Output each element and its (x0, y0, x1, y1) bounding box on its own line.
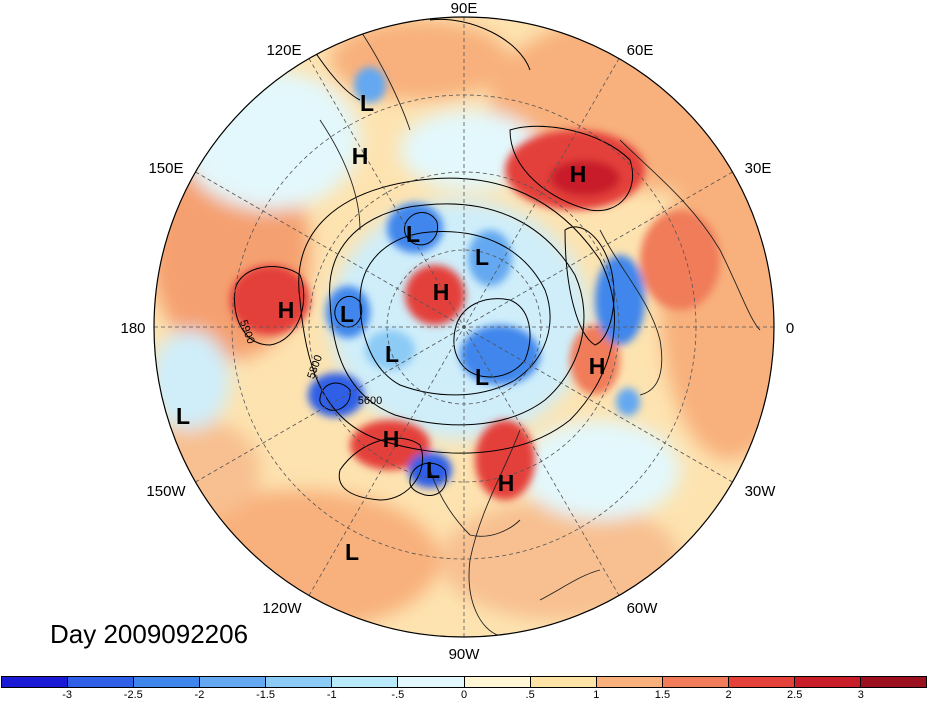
high-center-marker: H (589, 353, 606, 379)
lon-label-120w: 120W (262, 600, 302, 617)
colorbar-tick-labels: -3 -2.5 -2 -1.5 -1 -.5 0 .5 1 1.5 2 2.5 3 (0, 689, 928, 703)
high-center-marker: H (433, 279, 450, 305)
date-label: Day 2009092206 (50, 619, 249, 649)
colorbar-swatch (530, 677, 597, 687)
high-center-marker: H (352, 143, 369, 169)
map-boundary (153, 16, 775, 638)
colorbar-swatch (794, 677, 862, 687)
low-center-marker: L (345, 539, 359, 565)
lon-label-60w: 60W (627, 600, 659, 617)
colorbar-tick-label: -1.5 (256, 689, 276, 701)
colorbar-swatch (596, 677, 663, 687)
coastlines (319, 29, 761, 637)
high-center-marker: H (570, 161, 587, 187)
colorbar-tick-label: 2.5 (787, 689, 803, 701)
colorbar-swatch (662, 677, 729, 687)
colorbar-swatch (200, 677, 267, 687)
colorbar-tick-label: -.5 (391, 689, 405, 701)
lon-label-90e: 90E (451, 0, 478, 17)
colorbar-swatch (134, 677, 201, 687)
lon-label-30w: 30W (745, 483, 777, 500)
colorbar-swatch (464, 677, 531, 687)
lon-label-30e: 30E (745, 160, 772, 177)
colorbar-swatch (2, 677, 69, 687)
colorbar-tick-label: -1 (326, 689, 337, 701)
lon-label-150e: 150E (148, 160, 183, 177)
colorbar-tick-label: 3 (857, 689, 864, 701)
colorbar-tick-label: -3 (62, 689, 73, 701)
colorbar-tick-label: -2 (194, 689, 205, 701)
high-center-marker: H (498, 470, 515, 496)
colorbar-tick-label: -2.5 (123, 689, 143, 701)
colorbar-tick-label: .5 (525, 689, 535, 701)
lon-label-150w: 150W (146, 483, 186, 500)
low-center-marker: L (426, 457, 440, 483)
colorbar-swatch (68, 677, 135, 687)
longitude-labels: 90E 60E 30E 0 30W 60W 90W 120W 150W 180 … (120, 0, 794, 663)
low-center-marker: L (475, 364, 489, 390)
colorbar-swatch (398, 677, 465, 687)
low-center-marker: L (340, 301, 354, 327)
colorbar-swatch (332, 677, 399, 687)
low-center-marker: L (406, 221, 420, 247)
lon-label-60e: 60E (627, 42, 654, 59)
colorbar-tick-label: 1 (593, 689, 600, 701)
low-center-marker: L (360, 90, 374, 116)
lon-label-90w: 90W (449, 646, 481, 663)
contour-label-5600: 5600 (358, 395, 382, 407)
pressure-centers: L H H L L H H L L L L H H H L H L L (176, 90, 605, 565)
colorbar-swatch (861, 677, 927, 687)
low-center-marker: L (475, 244, 489, 270)
colorbar-tick-label: 2 (725, 689, 732, 701)
colorbar-tick-label: 0 (460, 689, 468, 701)
lon-label-120e: 120E (266, 42, 301, 59)
high-center-marker: H (278, 297, 295, 323)
low-center-marker: L (385, 341, 399, 367)
lon-label-180: 180 (120, 320, 145, 337)
high-center-marker: H (383, 426, 400, 452)
colorbar-swatch (266, 677, 333, 687)
lon-label-0: 0 (786, 320, 794, 337)
colorbar-swatch (728, 677, 795, 687)
low-center-marker: L (176, 403, 190, 429)
colorbar-tick-label: 1.5 (654, 689, 671, 701)
graticule (154, 17, 774, 637)
colorbar (1, 676, 927, 688)
